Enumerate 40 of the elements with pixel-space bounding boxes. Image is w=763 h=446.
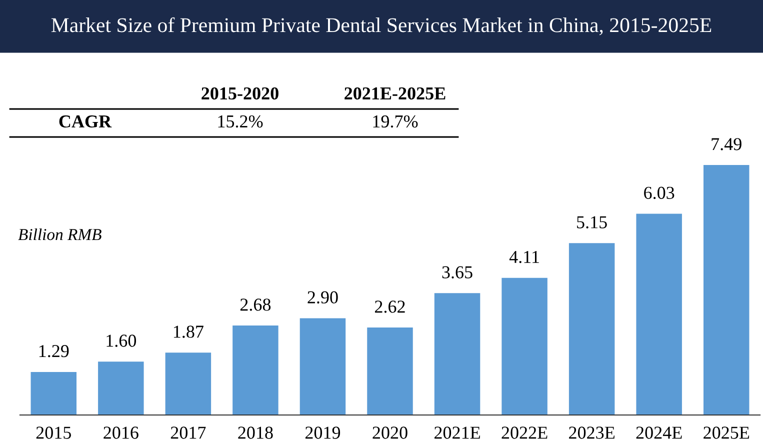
x-tick-label: 2024E [636, 426, 682, 439]
bar [30, 372, 77, 415]
text: 2021E-2025E [344, 87, 446, 100]
text: 19.7% [373, 115, 418, 128]
x-tick-label: 2020 [372, 426, 408, 439]
data-label: 1.29 [39, 345, 69, 358]
data-label: 5.15 [577, 216, 607, 228]
x-tick-label: 2022E [502, 426, 548, 439]
text: 15.2% [218, 115, 263, 128]
bar [568, 243, 615, 415]
x-tick-label: 2023E [569, 426, 614, 439]
data-label: 4.11 [509, 250, 539, 264]
bar [300, 318, 346, 415]
chart-title: Market Size of Premium Private Dental Services Market in China, 2015-2025E [51, 17, 712, 36]
x-tick-label: 2015 [36, 426, 71, 439]
bar [232, 326, 278, 415]
bar [434, 293, 480, 415]
data-label: 1.60 [106, 334, 136, 347]
x-tick-label: 2017 [170, 426, 206, 439]
data-label: 7.49 [712, 138, 742, 150]
text: 2015-2020 [202, 87, 278, 100]
data-label: 1.87 [174, 326, 204, 338]
data-label: 2.68 [240, 298, 271, 311]
bar [636, 214, 682, 415]
bar [98, 362, 144, 415]
data-label: 2.90 [308, 291, 338, 304]
data-label: 6.03 [644, 186, 674, 200]
bar [367, 328, 413, 415]
bar [165, 352, 212, 415]
bar [703, 165, 750, 415]
x-tick-label: 2021E [434, 426, 480, 439]
x-tick-label: 2018 [238, 426, 273, 439]
y-axis-title: Billion RMB [18, 228, 102, 240]
x-tick-label: 2016 [104, 426, 138, 439]
x-tick-label: 2019 [305, 426, 340, 439]
text: CAGR [59, 115, 112, 128]
data-label: 2.62 [374, 300, 405, 313]
bar [502, 278, 548, 415]
x-tick-label: 2025E [704, 426, 750, 439]
data-label: 3.65 [442, 266, 472, 278]
